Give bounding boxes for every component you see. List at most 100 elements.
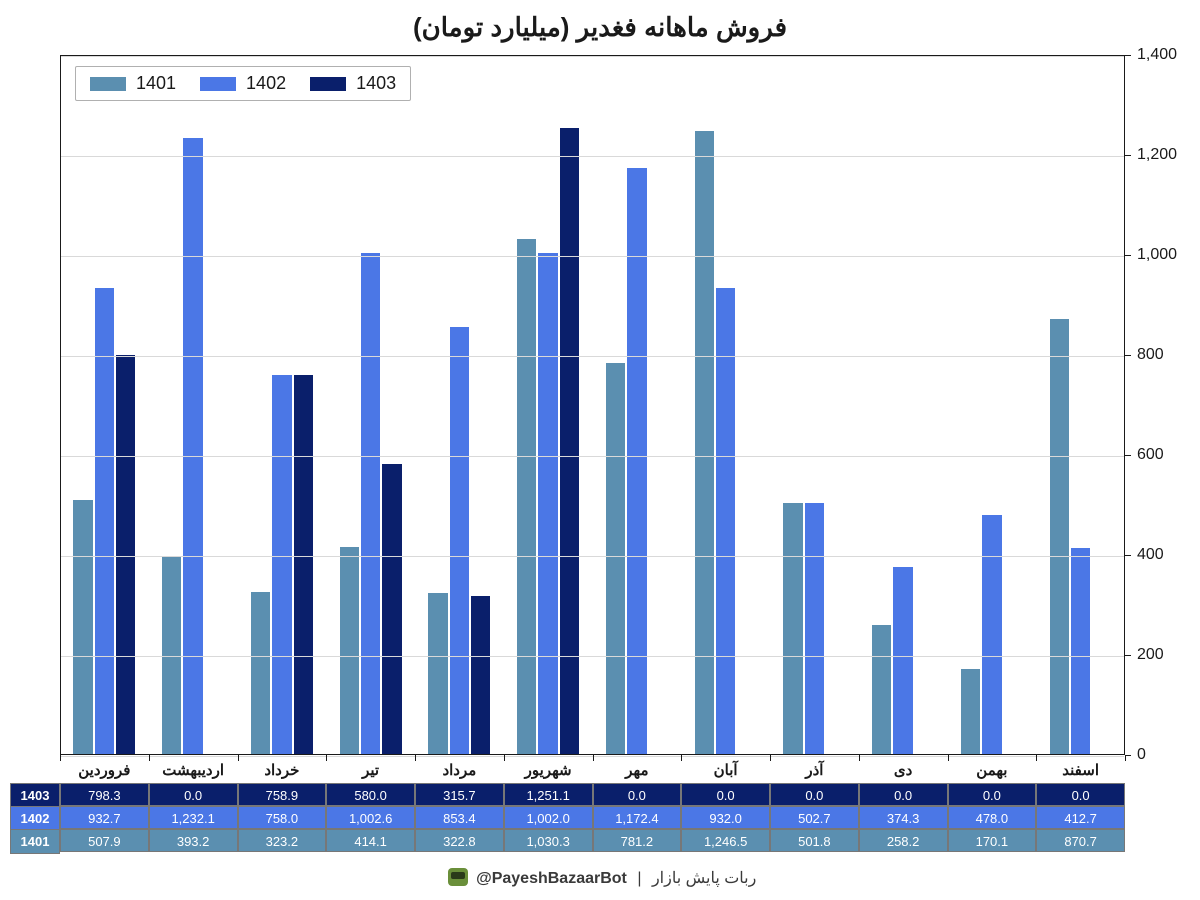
ytick-label: 800 [1137,346,1164,364]
chart-title: فروش ماهانه فغدیر (میلیارد تومان) [0,12,1200,43]
x-tick-mark [1036,755,1037,761]
legend-swatch [90,77,126,91]
table-row: 1403798.30.0758.9580.0315.71,251.10.00.0… [60,783,1125,806]
gridline [61,456,1124,457]
x-tick-mark [681,755,682,761]
x-category-label: شهریور [525,761,572,779]
bot-icon [448,868,468,886]
footer-sep: | [637,870,641,887]
ytick-label: 600 [1137,446,1164,464]
table-cell: 0.0 [1036,783,1125,806]
ytick-mark [1125,255,1131,256]
gridline [61,256,1124,257]
bar [272,375,291,754]
legend-label: 1401 [136,73,176,94]
bar [893,567,912,754]
table-cell: 315.7 [415,783,504,806]
x-tick-mark [326,755,327,761]
table-cell: 758.0 [238,806,327,829]
table-cell: 501.8 [770,829,859,852]
table-cell: 0.0 [859,783,948,806]
bar [1050,319,1069,754]
x-tick-mark [149,755,150,761]
x-tick-mark [238,755,239,761]
x-category-label: آذر [805,761,823,779]
ytick-mark [1125,555,1131,556]
ytick-mark [1125,455,1131,456]
table-cell: 412.7 [1036,806,1125,829]
plot-area: 1401 1402 1403 [60,55,1125,755]
table-row: 1402932.71,232.1758.01,002.6853.41,002.0… [60,806,1125,829]
ytick-label: 1,200 [1137,146,1177,164]
table-cell: 507.9 [60,829,149,852]
table-cell: 932.7 [60,806,149,829]
gridline [61,356,1124,357]
bar [695,131,714,754]
table-cell: 870.7 [1036,829,1125,852]
ytick-label: 400 [1137,546,1164,564]
table-cell: 1,232.1 [149,806,238,829]
table-cell: 1,002.6 [326,806,415,829]
x-category-label: دی [894,761,912,779]
table-cell: 0.0 [770,783,859,806]
gridline [61,656,1124,657]
bar [471,596,490,754]
table-cell: 393.2 [149,829,238,852]
legend-label: 1403 [356,73,396,94]
legend-item: 1403 [310,73,396,94]
bar [116,355,135,754]
gridline [61,556,1124,557]
table-cell: 374.3 [859,806,948,829]
table-cell: 758.9 [238,783,327,806]
x-tick-mark [770,755,771,761]
table-cell: 1,172.4 [593,806,682,829]
table-cell: 0.0 [593,783,682,806]
gridline [61,156,1124,157]
ytick-label: 1,400 [1137,46,1177,64]
legend-item: 1402 [200,73,286,94]
x-category-label: تیر [362,761,379,779]
table-cell: 414.1 [326,829,415,852]
table-cell: 1,251.1 [504,783,593,806]
footer-handle: @PayeshBazaarBot [476,870,627,887]
bar [716,288,735,754]
bar [294,375,313,754]
table-cell: 781.2 [593,829,682,852]
table-cell: 1,246.5 [681,829,770,852]
table-cell: 323.2 [238,829,327,852]
bar [382,464,401,754]
table-cell: 170.1 [948,829,1037,852]
bar [783,503,802,754]
x-tick-mark [415,755,416,761]
legend-swatch [310,77,346,91]
bar [560,128,579,754]
bar [340,547,359,754]
bars-layer [61,56,1124,754]
table-cell: 0.0 [948,783,1037,806]
table-row-header: 1403 [10,783,60,808]
gridline [61,56,1124,57]
ytick-mark [1125,655,1131,656]
legend-swatch [200,77,236,91]
bar [982,515,1001,754]
bar [428,593,447,754]
ytick-mark [1125,355,1131,356]
legend: 1401 1402 1403 [75,66,411,101]
x-category-label: مهر [625,761,648,779]
ytick-label: 200 [1137,646,1164,664]
chart-container: فروش ماهانه فغدیر (میلیارد تومان) 140114… [0,0,1200,900]
x-category-label: خرداد [264,761,299,779]
table-cell: 478.0 [948,806,1037,829]
ytick-label: 0 [1137,746,1146,764]
legend-label: 1402 [246,73,286,94]
table-cell: 502.7 [770,806,859,829]
bar [1071,548,1090,754]
bar [517,239,536,754]
x-category-label: اردیبهشت [162,761,224,779]
x-tick-mark [593,755,594,761]
table-cell: 932.0 [681,806,770,829]
table-cell: 798.3 [60,783,149,806]
x-tick-mark [859,755,860,761]
x-category-label: آبان [714,761,738,779]
x-tick-mark [948,755,949,761]
